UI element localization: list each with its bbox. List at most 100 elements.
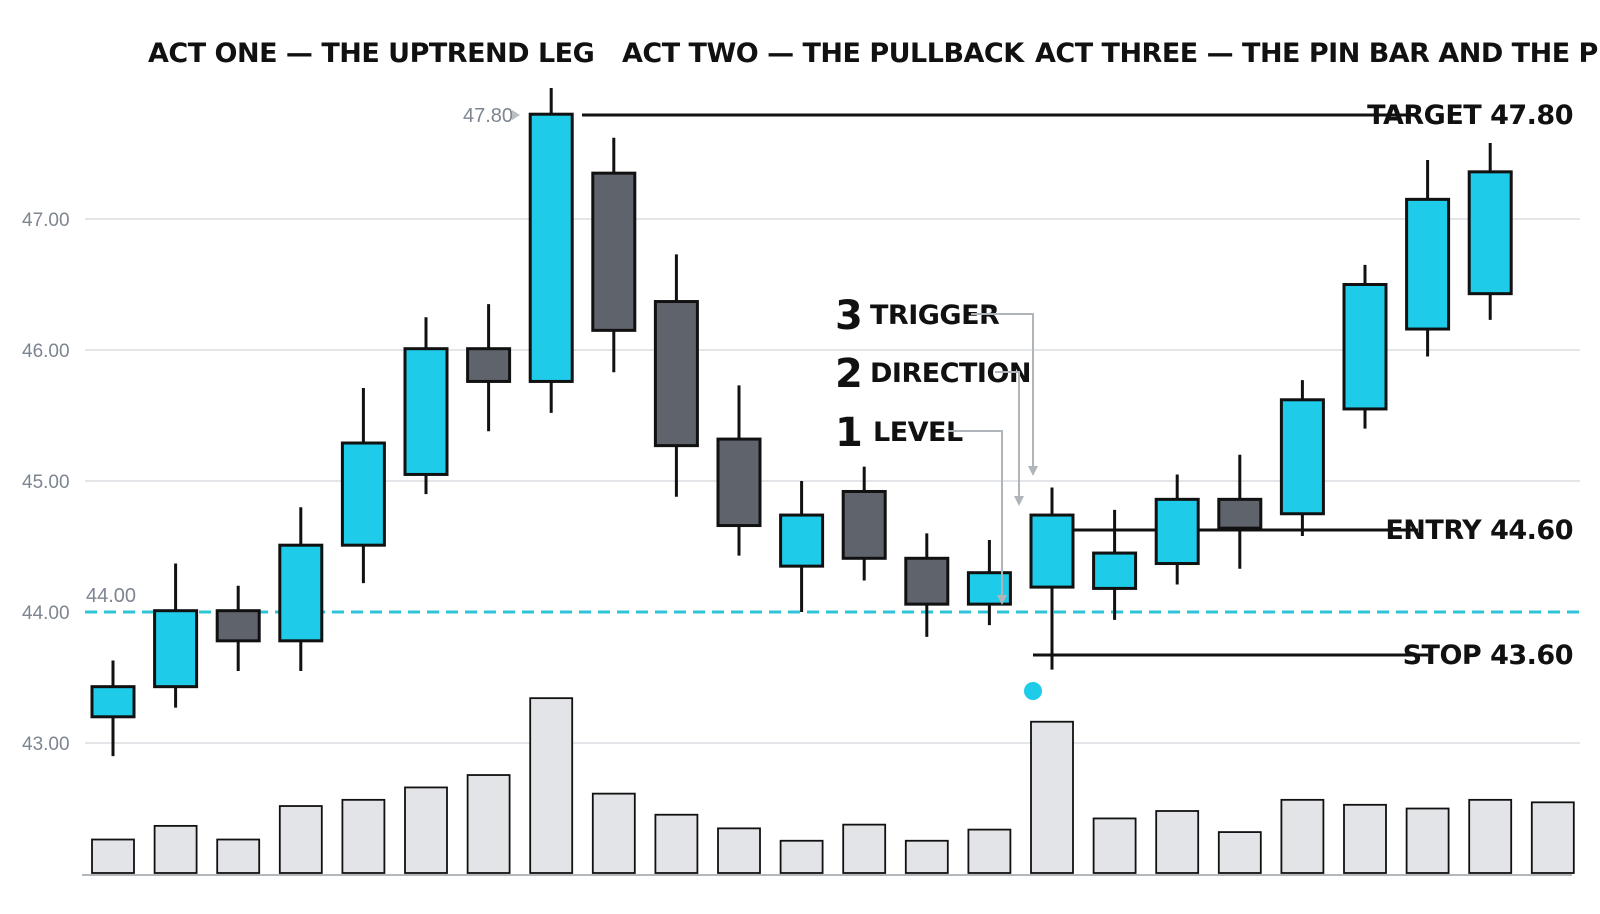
candle-body (1029, 513, 1075, 589)
volume-bar (1280, 798, 1325, 874)
bearish-candle (591, 137, 637, 373)
arrow-down-icon (1014, 496, 1024, 506)
step-label: DIRECTION (870, 358, 1031, 389)
volume-bar (153, 824, 198, 874)
peak-label: 47.80 (463, 105, 513, 127)
y-tick-label: 43.00 (22, 734, 70, 755)
volume-bar (1030, 720, 1074, 874)
bearish-candle (1217, 454, 1263, 569)
y-tick-label: 45.00 (22, 472, 70, 493)
step-level: 1 LEVEL (835, 410, 1007, 605)
volume-bar (591, 792, 636, 874)
entry-label: ENTRY 44.60 (1385, 515, 1573, 546)
volume-bar (1405, 807, 1450, 874)
volume-bar (1343, 803, 1387, 874)
candle-body (591, 171, 637, 332)
pin-bar-dot (1024, 682, 1042, 700)
volume-bar (216, 838, 261, 874)
connector-line (971, 313, 1034, 468)
support-label: 44.00 (86, 585, 136, 607)
candle-body (1279, 398, 1325, 516)
bearish-candle (466, 304, 512, 432)
arrow-down-icon (997, 595, 1007, 605)
volume-bar (967, 828, 1012, 874)
candle-body (716, 437, 762, 528)
candle-body (215, 609, 261, 643)
candle-body (779, 513, 825, 568)
bullish-candle (153, 563, 199, 708)
volume-bar (341, 798, 386, 874)
candle-body (1092, 551, 1138, 590)
bullish-candle (403, 317, 449, 495)
y-axis: 47.00 46.00 45.00 44.00 43.00 (22, 210, 1580, 755)
candle-body (466, 347, 512, 383)
candle-body (1405, 197, 1451, 331)
volume-bar (1155, 810, 1200, 874)
bullish-candle (1029, 487, 1075, 670)
candle-body (1217, 497, 1263, 530)
volume-bar (717, 827, 761, 874)
step-number: 1 (835, 410, 863, 456)
bullish-candle (1342, 264, 1388, 429)
candle-body (528, 112, 574, 383)
bullish-candle (1092, 509, 1138, 620)
volume-bar (654, 813, 699, 874)
candle-body (1342, 283, 1388, 411)
peak-arrow-icon (512, 110, 520, 120)
candle-body (653, 300, 699, 448)
target-label: TARGET 47.80 (1367, 100, 1573, 131)
bearish-candle (904, 533, 950, 637)
candle-body (278, 543, 324, 643)
bullish-candle (278, 507, 324, 671)
connector-line (995, 371, 1020, 498)
step-trigger: 3 TRIGGER (835, 293, 1038, 476)
candle-body (1467, 170, 1513, 296)
bearish-candle (653, 254, 699, 497)
y-tick-label: 46.00 (22, 341, 70, 362)
volume-bar (842, 823, 887, 874)
volume-bar (529, 697, 574, 874)
step-label: TRIGGER (870, 300, 1000, 331)
act-one-heading: ACT ONE — THE UPTREND LEG (148, 38, 594, 69)
candle-body (1154, 497, 1200, 566)
bullish-candle (340, 387, 386, 584)
volume-bar (904, 839, 949, 874)
bullish-candle (90, 660, 136, 757)
y-tick-label: 44.00 (22, 603, 70, 624)
bullish-candle (1467, 143, 1513, 320)
step-number: 2 (835, 351, 863, 397)
volume-bar (1468, 798, 1513, 874)
step-direction: 2 DIRECTION (835, 351, 1032, 506)
candle-body (904, 556, 950, 606)
volume-bar (1092, 817, 1137, 874)
candle-body (403, 347, 449, 476)
bearish-candle (841, 466, 887, 581)
bearish-candle (716, 385, 762, 556)
connector-line (948, 430, 1003, 597)
candles (90, 88, 1513, 757)
bullish-candle (528, 88, 574, 413)
step-label: LEVEL (873, 417, 963, 448)
volume-bars (91, 697, 1575, 874)
candle-body (153, 609, 199, 689)
act-two-heading: ACT TWO — THE PULLBACK (622, 38, 1025, 69)
bullish-candle (779, 481, 825, 612)
bullish-candle (1279, 380, 1325, 537)
candle-body (340, 441, 386, 547)
volume-bar (91, 838, 135, 874)
candle-body (841, 489, 887, 560)
act-three-heading: ACT THREE — THE PIN BAR AND THE PLAN (1035, 38, 1600, 69)
bearish-candle (215, 585, 261, 671)
arrow-down-icon (1028, 466, 1038, 476)
y-tick-label: 47.00 (22, 210, 70, 231)
bullish-candle (1405, 160, 1451, 357)
candle-body (90, 685, 136, 719)
stop-label: STOP 43.60 (1403, 640, 1573, 671)
bullish-candle (1154, 474, 1200, 585)
volume-bar (1530, 801, 1575, 874)
step-number: 3 (835, 293, 863, 339)
volume-bar (404, 786, 448, 874)
volume-bar (466, 774, 511, 874)
volume-bar (278, 805, 323, 874)
